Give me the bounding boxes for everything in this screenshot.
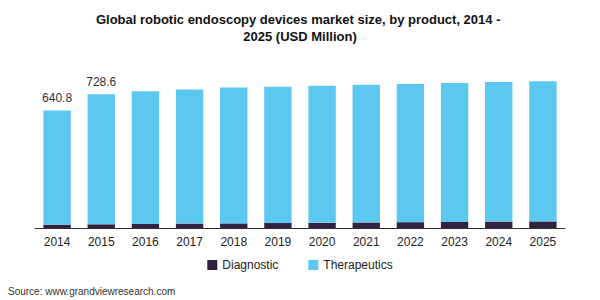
svg-text:2025: 2025 <box>530 235 557 249</box>
svg-text:2017: 2017 <box>176 235 203 249</box>
svg-text:2014: 2014 <box>44 235 71 249</box>
svg-text:Global robotic endoscopy devic: Global robotic endoscopy devices market … <box>96 12 504 27</box>
svg-text:2018: 2018 <box>220 235 247 249</box>
svg-text:Diagnostic: Diagnostic <box>222 258 278 272</box>
svg-text:640.8: 640.8 <box>42 91 72 105</box>
svg-text:Source: www.grandviewresearch.: Source: www.grandviewresearch.com <box>8 286 175 297</box>
svg-text:2019: 2019 <box>265 235 292 249</box>
svg-text:2022: 2022 <box>397 235 424 249</box>
svg-text:2020: 2020 <box>309 235 336 249</box>
svg-text:Therapeutics: Therapeutics <box>323 258 392 272</box>
svg-text:2025 (USD Million): 2025 (USD Million) <box>243 29 356 44</box>
svg-text:728.6: 728.6 <box>86 75 116 89</box>
svg-text:2021: 2021 <box>353 235 380 249</box>
svg-text:2016: 2016 <box>132 235 159 249</box>
svg-text:2024: 2024 <box>485 235 512 249</box>
svg-text:2023: 2023 <box>441 235 468 249</box>
svg-text:2015: 2015 <box>88 235 115 249</box>
